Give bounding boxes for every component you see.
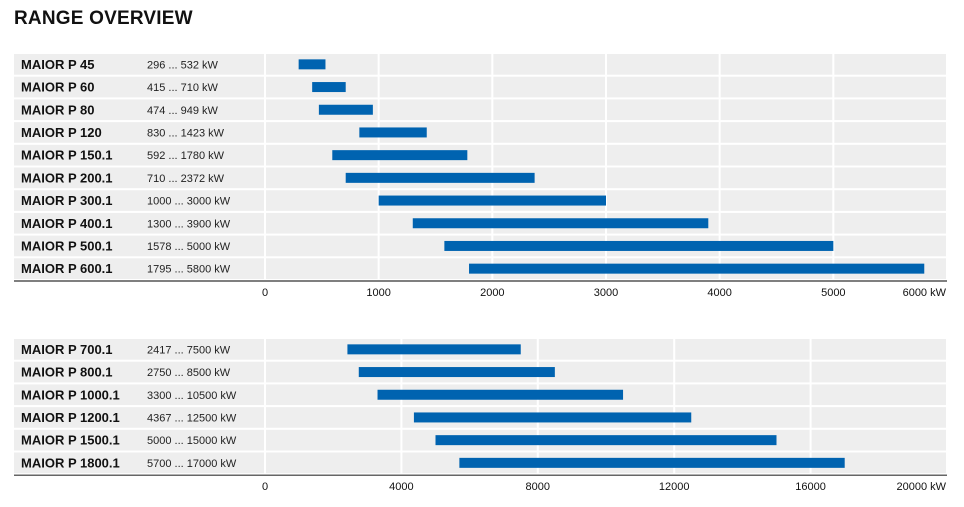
range-bar [312, 82, 346, 93]
range-bar [332, 150, 468, 161]
range-bar [412, 218, 709, 229]
range-bar [378, 195, 606, 206]
category-label: MAIOR P 1000.1 [21, 387, 120, 402]
category-label: MAIOR P 800.1 [21, 365, 113, 380]
range-label: 1300 ... 3900 kW [147, 218, 231, 230]
range-label: 2417 ... 7500 kW [147, 344, 231, 356]
range-bar [435, 435, 777, 446]
range-label: 296 ... 532 kW [147, 59, 219, 71]
category-label: MAIOR P 700.1 [21, 342, 113, 357]
x-tick-label: 0 [262, 287, 268, 299]
row-background [14, 144, 947, 166]
category-label: MAIOR P 500.1 [21, 238, 113, 253]
category-label: MAIOR P 300.1 [21, 193, 113, 208]
range-label: 1578 ... 5000 kW [147, 241, 231, 253]
x-tick-label: 12000 [659, 481, 690, 493]
range-label: 2750 ... 8500 kW [147, 367, 231, 379]
category-label: MAIOR P 120 [21, 125, 102, 140]
range-bar [318, 104, 373, 115]
range-label: 3300 ... 10500 kW [147, 390, 237, 402]
category-label: MAIOR P 60 [21, 80, 94, 95]
range-bar [359, 127, 427, 138]
category-label: MAIOR P 1500.1 [21, 433, 120, 448]
category-label: MAIOR P 200.1 [21, 170, 113, 185]
range-label: 1000 ... 3000 kW [147, 196, 231, 208]
range-label: 5000 ... 15000 kW [147, 435, 237, 447]
x-tick-label: 2000 [480, 287, 504, 299]
range-label: 592 ... 1780 kW [147, 150, 225, 162]
range-label: 710 ... 2372 kW [147, 173, 225, 185]
range-label: 4367 ... 12500 kW [147, 412, 237, 424]
x-tick-label: 1000 [366, 287, 390, 299]
category-label: MAIOR P 1800.1 [21, 455, 120, 470]
range-bar [459, 457, 845, 468]
range-bar [298, 59, 326, 70]
x-tick-label: 0 [262, 481, 268, 493]
range-bar [345, 172, 535, 183]
row-background [14, 122, 947, 143]
category-label: MAIOR P 45 [21, 57, 94, 72]
range-bar [377, 389, 624, 400]
range-label: 830 ... 1423 kW [147, 127, 225, 139]
row-background [14, 99, 947, 121]
x-tick-label: 5000 [821, 287, 845, 299]
x-tick-label: 16000 [795, 481, 826, 493]
range-label: 415 ... 710 kW [147, 82, 219, 94]
page-title: RANGE OVERVIEW [14, 8, 193, 29]
range-bar [413, 412, 692, 423]
range-label: 1795 ... 5800 kW [147, 264, 231, 276]
category-label: MAIOR P 80 [21, 102, 94, 117]
category-label: MAIOR P 400.1 [21, 216, 113, 231]
range-bar [358, 367, 555, 378]
x-tick-label: 20000 kW [896, 481, 946, 493]
range-bar [347, 344, 521, 355]
range-label: 5700 ... 17000 kW [147, 458, 237, 470]
category-label: MAIOR P 150.1 [21, 148, 113, 163]
x-tick-label: 4000 [707, 287, 731, 299]
x-tick-label: 3000 [594, 287, 618, 299]
range-label: 474 ... 949 kW [147, 105, 219, 117]
x-tick-label: 8000 [526, 481, 550, 493]
range-bar [469, 263, 925, 274]
category-label: MAIOR P 1200.1 [21, 410, 120, 425]
row-background [14, 54, 947, 75]
x-tick-label: 6000 kW [903, 287, 947, 299]
x-tick-label: 4000 [389, 481, 413, 493]
row-background [14, 76, 947, 98]
category-label: MAIOR P 600.1 [21, 261, 113, 276]
range-bar [444, 240, 834, 251]
